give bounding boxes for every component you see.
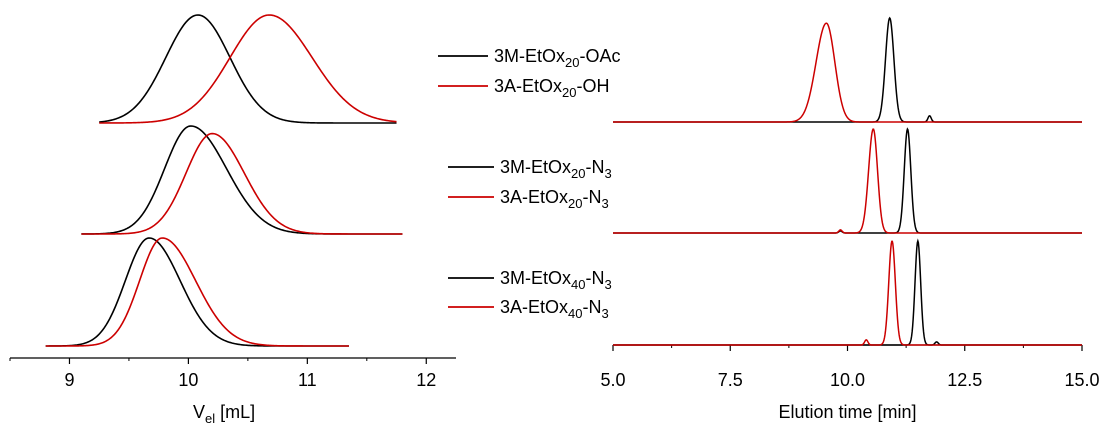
legend-label-subscript: 20 bbox=[565, 55, 579, 70]
left-x-tick-label: 11 bbox=[298, 370, 317, 390]
legend-label-subscript: 3 bbox=[604, 277, 611, 292]
legend-label: 3M-EtOx20-OAc bbox=[494, 46, 621, 70]
legend-label-text: -N bbox=[583, 187, 602, 207]
left-x-tick-label: 10 bbox=[178, 370, 198, 390]
legend-label-text: -N bbox=[585, 157, 604, 177]
legend-label-subscript: 20 bbox=[562, 85, 576, 100]
legend-label-text: 3A-EtOx bbox=[500, 187, 568, 207]
legend-label-subscript: 3 bbox=[602, 196, 609, 211]
right-group1-black-trace bbox=[613, 16, 1082, 123]
legend-label-text: 3M-EtOx bbox=[494, 46, 565, 66]
legend-label-subscript: 40 bbox=[571, 277, 585, 292]
left-group2-red-trace bbox=[81, 132, 403, 235]
right-group3-red-trace bbox=[613, 240, 1082, 346]
legend-label: 3M-EtOx40-N3 bbox=[500, 268, 612, 292]
right-x-axis-title: Elution time [min] bbox=[778, 402, 916, 422]
legend-label-text: 3A-EtOx bbox=[500, 297, 568, 317]
right-group2-black-trace bbox=[613, 127, 1082, 234]
left-panel: 9 10 11 12 Vel [mL] bbox=[9, 14, 456, 425]
right-group1-red-trace bbox=[613, 22, 1082, 123]
left-x-tick-label: 12 bbox=[416, 370, 436, 390]
right-x-tick-label: 15.0 bbox=[1064, 370, 1099, 390]
legend-label-text: -N bbox=[585, 268, 604, 288]
left-group2-black-trace bbox=[81, 125, 403, 235]
legend-label: 3A-EtOx20-N3 bbox=[500, 187, 609, 211]
right-group3-black-trace bbox=[613, 238, 1082, 346]
legend-label-subscript: 40 bbox=[568, 306, 582, 321]
left-group3-red-trace bbox=[45, 237, 349, 347]
right-x-tick-label: 7.5 bbox=[718, 370, 743, 390]
left-group1-black-trace bbox=[99, 14, 397, 124]
right-x-tick-label: 12.5 bbox=[947, 370, 982, 390]
right-x-tick-label: 10.0 bbox=[830, 370, 865, 390]
legend-label-subscript: 20 bbox=[568, 196, 582, 211]
left-x-axis-title: Vel [mL] bbox=[193, 402, 255, 425]
legend: 3M-EtOx20-OAc3A-EtOx20-OH3M-EtOx20-N33A-… bbox=[438, 46, 621, 321]
legend-label-text: 3M-EtOx bbox=[500, 268, 571, 288]
legend-label: 3A-EtOx40-N3 bbox=[500, 297, 609, 321]
legend-label-text: -OAc bbox=[579, 46, 620, 66]
left-group3-black-trace bbox=[45, 237, 349, 347]
right-group2-red-trace bbox=[613, 128, 1082, 234]
legend-label-subscript: 3 bbox=[604, 166, 611, 181]
legend-label-text: -N bbox=[583, 297, 602, 317]
left-x-axis-title-main: V bbox=[193, 402, 205, 422]
legend-label-subscript: 20 bbox=[571, 166, 585, 181]
left-x-axis-title-unit: [mL] bbox=[215, 402, 255, 422]
right-x-tick-label: 5.0 bbox=[600, 370, 625, 390]
left-group1-red-trace bbox=[99, 14, 397, 124]
legend-label-text: 3A-EtOx bbox=[494, 76, 562, 96]
left-x-axis-title-sub: el bbox=[205, 411, 215, 425]
legend-label-text: -OH bbox=[577, 76, 610, 96]
legend-label: 3A-EtOx20-OH bbox=[494, 76, 610, 100]
legend-label-subscript: 3 bbox=[602, 306, 609, 321]
legend-label: 3M-EtOx20-N3 bbox=[500, 157, 612, 181]
left-x-tick-label: 9 bbox=[64, 370, 74, 390]
right-panel: 5.0 7.5 10.0 12.5 15.0 Elution time [min] bbox=[600, 16, 1100, 422]
legend-label-text: 3M-EtOx bbox=[500, 157, 571, 177]
